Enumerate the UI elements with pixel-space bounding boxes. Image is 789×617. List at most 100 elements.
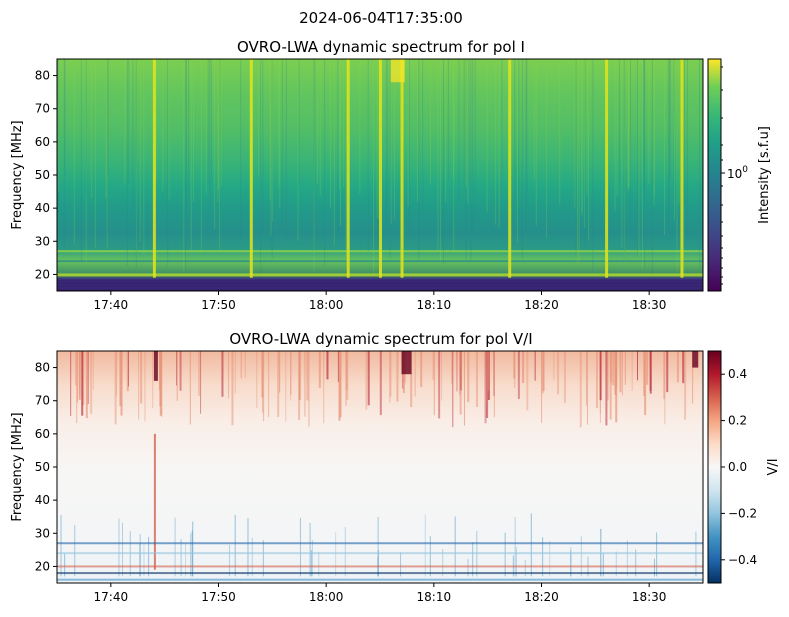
negative-vi-streak bbox=[192, 521, 194, 577]
negative-vi-streak bbox=[467, 559, 469, 577]
negative-vi-streak bbox=[515, 546, 517, 577]
spectral-texture bbox=[313, 59, 315, 273]
spectral-texture bbox=[422, 59, 424, 207]
spectral-texture bbox=[588, 59, 590, 241]
spectral-texture bbox=[669, 59, 671, 180]
spectral-texture bbox=[472, 59, 474, 232]
spectral-texture bbox=[240, 59, 242, 239]
y-axis-label: Frequency [MHz] bbox=[10, 120, 25, 229]
polarization-streak bbox=[522, 351, 525, 383]
negative-vi-streak bbox=[424, 514, 426, 577]
polarization-streak bbox=[189, 351, 191, 425]
spectral-texture bbox=[126, 59, 128, 266]
polarization-streak bbox=[176, 351, 178, 401]
polarization-streak bbox=[610, 351, 613, 383]
y-tick-label: 80 bbox=[35, 361, 50, 375]
polarization-streak bbox=[389, 351, 391, 403]
polarization-streak bbox=[198, 351, 201, 396]
negative-vi-streak bbox=[311, 540, 313, 577]
polarization-streak bbox=[152, 351, 154, 409]
spectral-texture bbox=[673, 59, 675, 220]
polarization-streak bbox=[557, 351, 560, 395]
polarization-streak bbox=[389, 351, 392, 397]
spectral-texture bbox=[64, 59, 66, 176]
negative-vi-streak bbox=[185, 543, 187, 577]
negative-vi-streak bbox=[580, 535, 582, 577]
negative-vi-streak bbox=[472, 542, 474, 577]
figure-suptitle: 2024-06-04T17:35:00 bbox=[299, 9, 463, 27]
spectral-texture bbox=[135, 59, 137, 268]
spectral-texture bbox=[281, 59, 283, 234]
negative-vi-streak bbox=[139, 533, 141, 577]
panel-pol-i: OVRO-LWA dynamic spectrum for pol I 17:4… bbox=[10, 38, 772, 312]
rfi-band bbox=[57, 280, 703, 284]
polarization-streak bbox=[161, 351, 163, 417]
y-tick-label: 40 bbox=[35, 493, 50, 507]
plot-area bbox=[56, 58, 704, 292]
polarization-streak bbox=[268, 351, 270, 418]
radio-burst bbox=[346, 59, 350, 278]
polarization-streak bbox=[179, 351, 182, 391]
spectrum-features bbox=[57, 351, 703, 581]
polarization-streak bbox=[517, 351, 520, 400]
polarization-streak bbox=[493, 351, 495, 418]
spectral-texture bbox=[85, 59, 87, 199]
polarization-streak bbox=[367, 351, 370, 406]
colorbar-tick-label: 0.0 bbox=[728, 460, 747, 474]
negative-vi-streak bbox=[310, 550, 312, 577]
colorbar-label: V/I bbox=[766, 458, 781, 475]
y-tick-label: 80 bbox=[35, 69, 50, 83]
negative-vi-streak bbox=[653, 558, 655, 577]
spectral-texture bbox=[333, 59, 335, 246]
polarization-streak bbox=[261, 351, 264, 398]
spectral-texture bbox=[621, 59, 623, 248]
panel-title: OVRO-LWA dynamic spectrum for pol I bbox=[237, 38, 525, 56]
negative-vi-streak bbox=[626, 540, 628, 577]
polarization-streak bbox=[87, 351, 89, 405]
spectral-texture bbox=[578, 59, 580, 263]
spectral-texture bbox=[270, 59, 272, 236]
spectral-texture bbox=[193, 59, 195, 202]
spectral-texture bbox=[155, 59, 157, 183]
polarization-streak bbox=[70, 351, 72, 416]
spectral-texture bbox=[57, 59, 59, 183]
polarization-streak bbox=[285, 351, 287, 422]
polarization-streak bbox=[290, 351, 292, 401]
y-tick-label: 50 bbox=[35, 460, 50, 474]
spectral-texture bbox=[627, 59, 629, 189]
spectral-texture bbox=[574, 59, 576, 209]
spectral-texture bbox=[437, 59, 439, 252]
spectral-texture bbox=[219, 59, 221, 253]
polarization-streak bbox=[263, 351, 265, 422]
polarization-streak bbox=[587, 351, 589, 425]
spectral-texture bbox=[298, 59, 300, 186]
spectral-texture bbox=[465, 59, 467, 188]
colorbar: 0.4 0.2 0.0 −0.2 −0.4 V/I bbox=[707, 350, 781, 584]
spectral-texture bbox=[314, 59, 316, 252]
negative-vi-streak bbox=[602, 553, 604, 577]
spectral-texture bbox=[575, 59, 577, 258]
spectral-texture bbox=[468, 59, 470, 183]
polarization-streak bbox=[345, 351, 347, 406]
spectral-texture bbox=[518, 59, 520, 225]
spectral-texture bbox=[324, 59, 326, 266]
spectral-texture bbox=[367, 59, 369, 252]
spectral-texture bbox=[359, 59, 361, 195]
x-tick-label: 17:50 bbox=[201, 298, 236, 312]
spectral-texture bbox=[58, 59, 60, 214]
spectral-texture bbox=[533, 59, 535, 180]
negative-vi-streak bbox=[118, 518, 120, 577]
spectral-texture bbox=[269, 59, 271, 200]
colorbar-minor-ticks bbox=[721, 66, 723, 285]
spectral-texture bbox=[592, 59, 594, 271]
spectral-texture bbox=[339, 59, 341, 190]
colorbar: 100 Intensity [s.f.u] bbox=[707, 58, 772, 292]
spectral-texture bbox=[559, 59, 561, 205]
negative-vi-streak bbox=[344, 526, 346, 577]
polarization-streak bbox=[228, 351, 230, 399]
spectral-texture bbox=[440, 59, 442, 261]
spectral-texture bbox=[637, 59, 639, 258]
x-tick-label: 17:50 bbox=[201, 590, 236, 604]
spectral-texture bbox=[85, 59, 87, 266]
spectral-texture bbox=[345, 59, 347, 258]
